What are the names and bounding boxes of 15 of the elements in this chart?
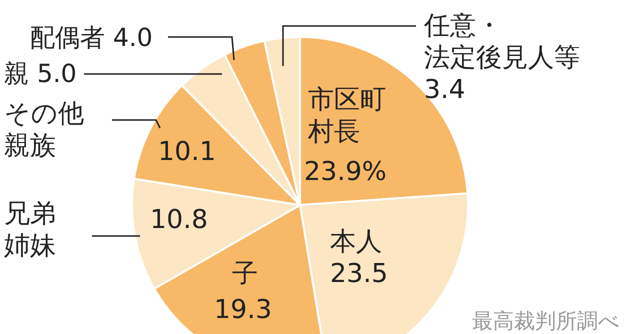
slice-label: 兄弟姉妹	[4, 199, 56, 261]
slice-label: 子	[232, 259, 258, 289]
data-label: 23.9%	[304, 157, 387, 187]
data-label: 10.1	[158, 137, 216, 167]
slice-label: 配偶者 4.0	[30, 23, 153, 52]
slice-label: 親 5.0	[4, 59, 77, 88]
text: 最高裁判所調べ	[472, 309, 620, 333]
slice-label: 市区町村長	[307, 85, 386, 147]
data-label: 10.8	[150, 205, 208, 235]
data-label: 23.5	[330, 259, 388, 289]
slice-label: その他親族	[4, 99, 84, 161]
data-label: 19.3	[214, 295, 272, 325]
slice-label: 本人	[330, 227, 382, 257]
slice-label: 任意・法定後見人等	[423, 11, 580, 73]
data-label: 3.4	[424, 75, 466, 105]
